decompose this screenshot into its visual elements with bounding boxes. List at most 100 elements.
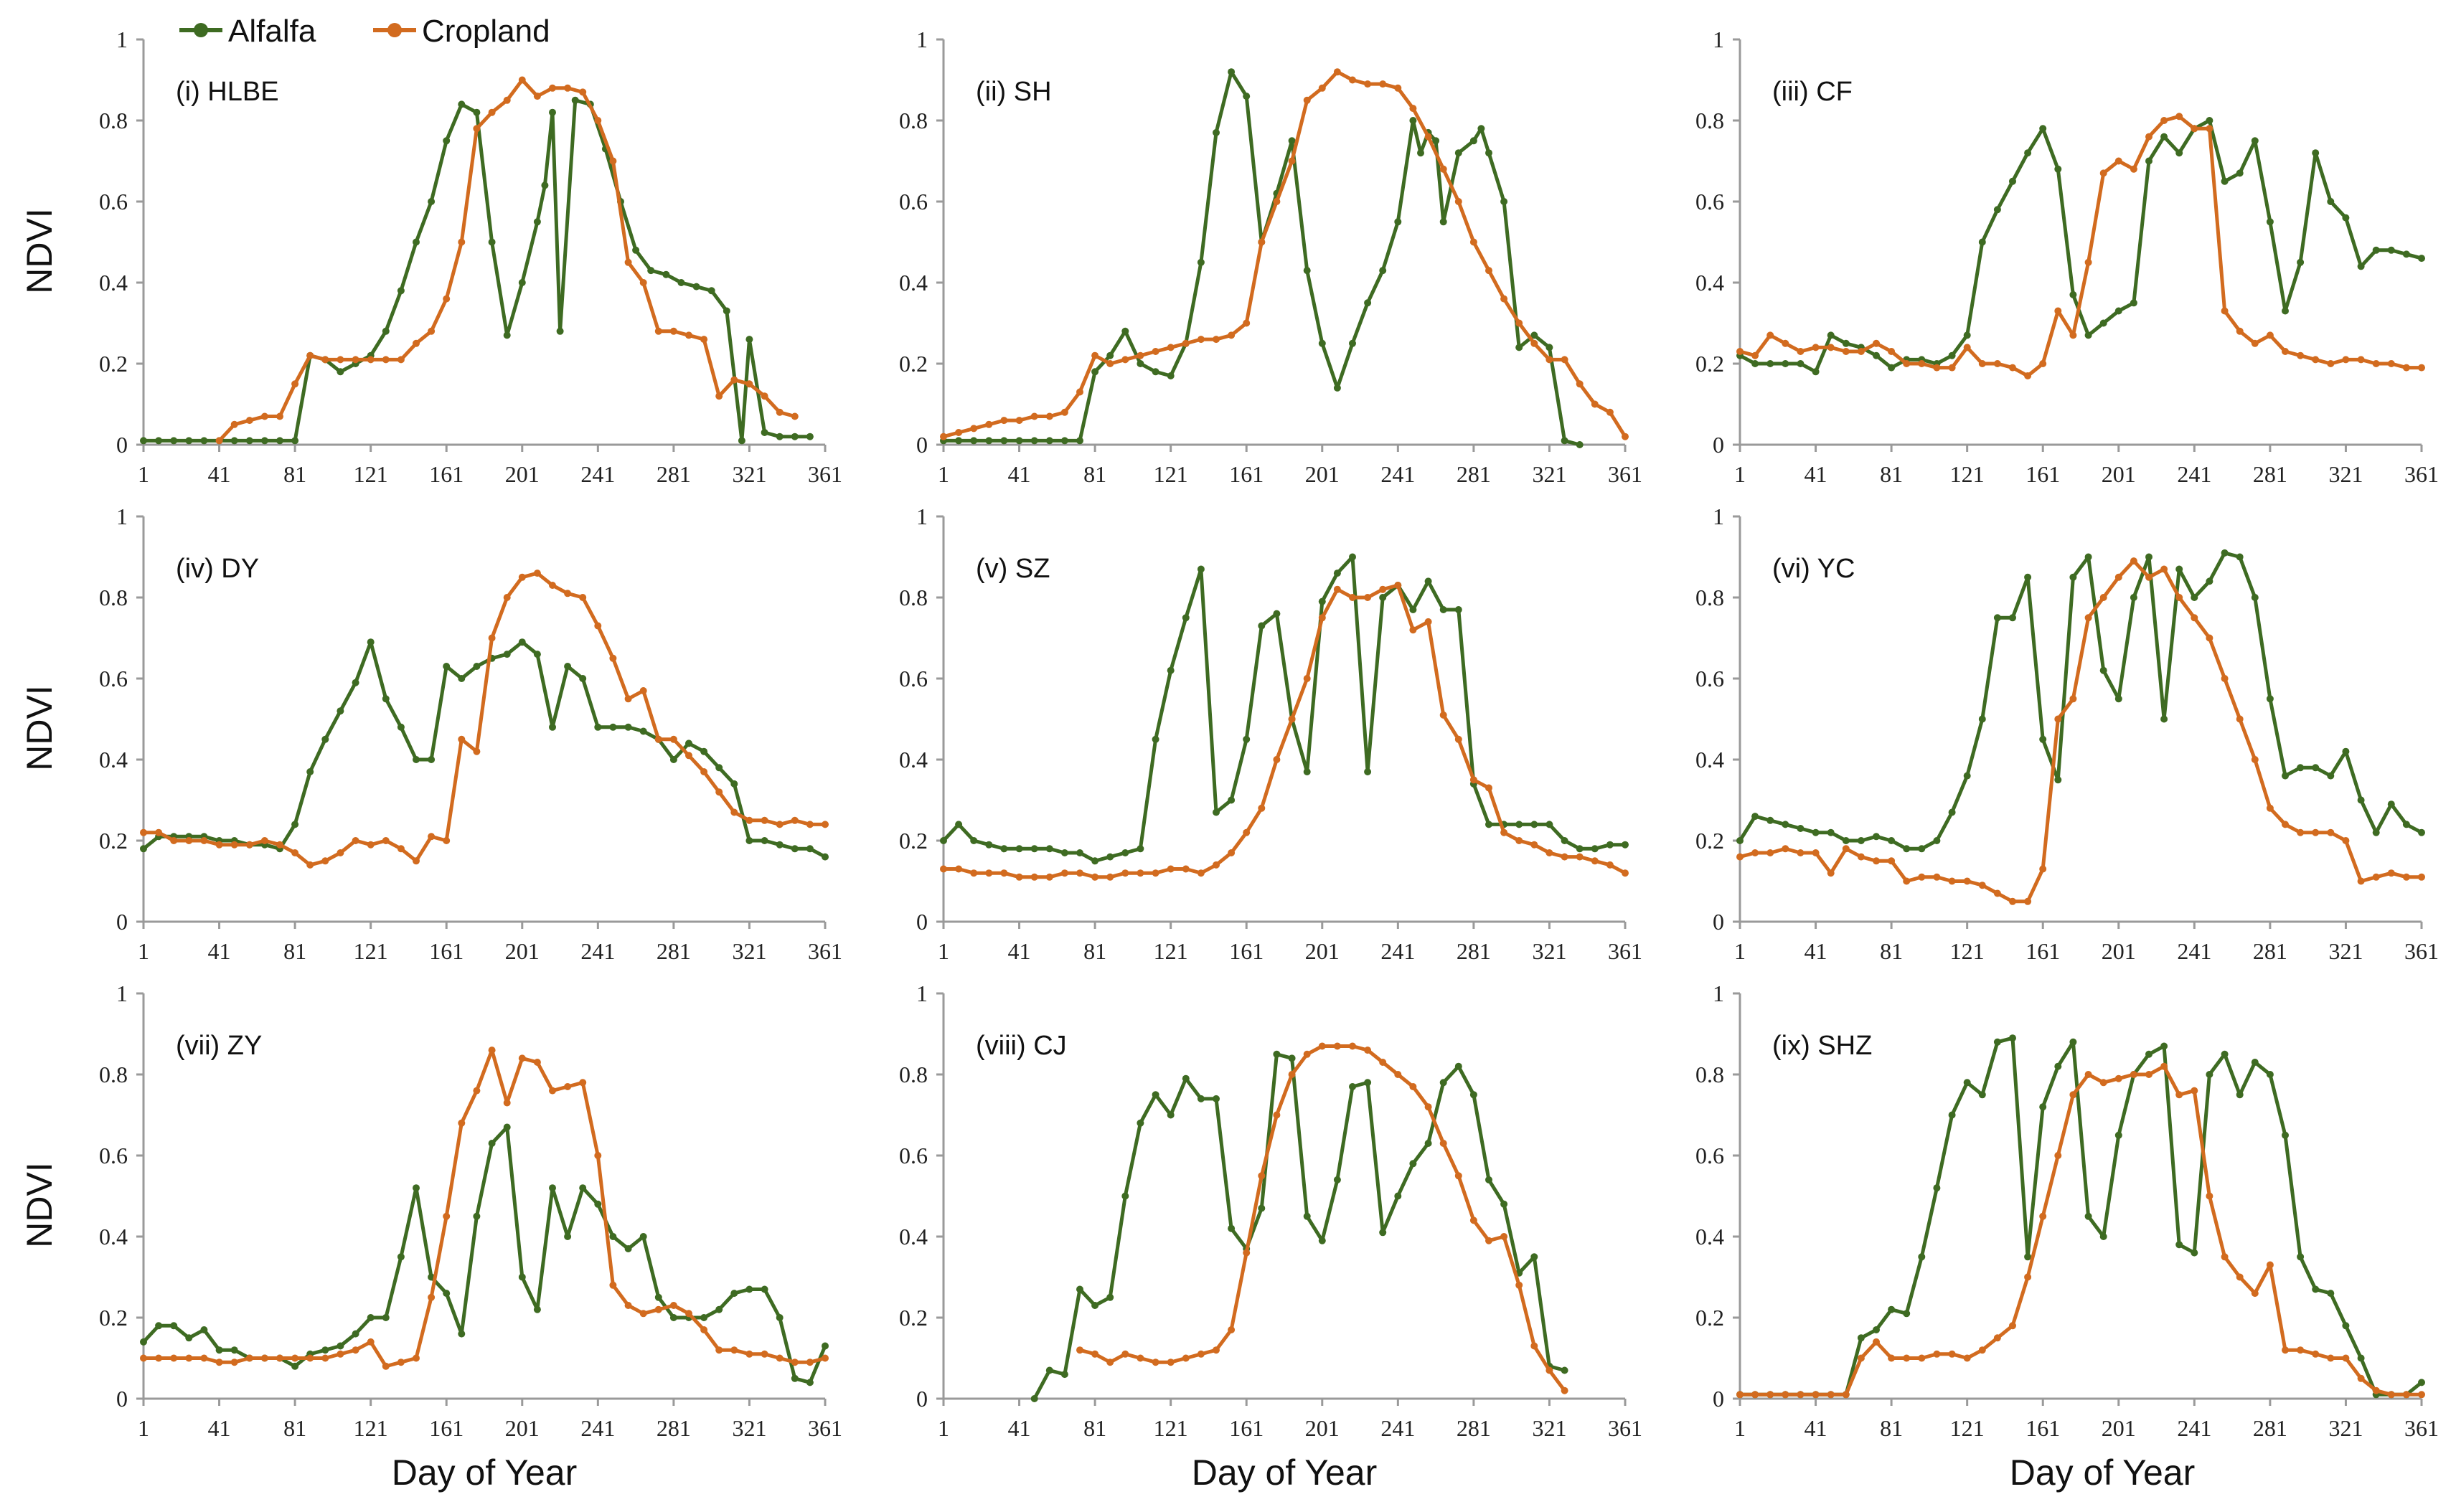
data-point-cropland <box>1782 845 1789 853</box>
data-point-cropland <box>291 849 299 856</box>
data-point-cropland <box>1993 889 2001 897</box>
data-point-cropland <box>955 865 963 873</box>
data-point-alfalfa <box>518 1273 526 1281</box>
data-point-cropland <box>1963 344 1971 351</box>
x-tick-label: 321 <box>732 1415 766 1441</box>
data-point-cropland <box>2099 594 2107 601</box>
x-tick-label: 41 <box>1805 461 1827 487</box>
data-point-alfalfa <box>276 437 283 445</box>
panel-title: (ii) SH <box>976 77 1052 107</box>
data-point-cropland <box>1349 594 1356 601</box>
data-point-cropland <box>1993 360 2001 367</box>
data-point-alfalfa <box>1394 1192 1402 1200</box>
data-point-cropland <box>1137 869 1144 877</box>
data-point-cropland <box>1258 804 1266 812</box>
data-point-alfalfa <box>806 1379 814 1386</box>
data-point-cropland <box>215 1359 223 1366</box>
data-point-cropland <box>1888 857 1896 865</box>
data-point-cropland <box>245 1354 253 1362</box>
data-point-alfalfa <box>1606 841 1614 849</box>
panel-9: 0 0.2 0.4 0.6 0.8 1 1 41 81 121 161 201 241 281 321 361… <box>1695 981 2439 1441</box>
panel-title: (vi) YC <box>1772 554 1855 584</box>
data-point-cropland <box>1182 1354 1190 1362</box>
series-line-alfalfa <box>141 1125 827 1384</box>
data-point-alfalfa <box>2009 1034 2016 1042</box>
data-point-cropland <box>140 828 147 836</box>
data-point-alfalfa <box>738 437 745 445</box>
data-point-alfalfa <box>1015 437 1023 445</box>
data-point-alfalfa <box>1545 344 1553 351</box>
data-point-alfalfa <box>2282 307 2289 315</box>
y-tick-label: 1 <box>916 981 928 1006</box>
data-point-cropland <box>215 437 223 445</box>
data-point-alfalfa <box>2282 772 2289 780</box>
data-point-alfalfa <box>1349 1083 1356 1090</box>
data-point-cropland <box>970 869 978 877</box>
data-point-cropland <box>1963 1354 1971 1362</box>
data-point-alfalfa <box>1888 1305 1896 1313</box>
data-point-alfalfa <box>1409 117 1417 124</box>
x-tick-label: 1 <box>138 1415 149 1441</box>
data-point-cropland <box>321 857 329 865</box>
data-point-cropland <box>1167 865 1175 873</box>
data-point-cropland <box>518 76 526 84</box>
data-point-cropland <box>291 1354 299 1362</box>
x-tick-label: 361 <box>1608 938 1642 964</box>
x-tick-label: 81 <box>1880 938 1903 964</box>
data-point-cropland <box>413 857 420 865</box>
data-point-alfalfa <box>985 841 993 849</box>
data-point-alfalfa <box>2357 796 2365 804</box>
data-point-cropland <box>458 1119 466 1127</box>
data-point-cropland <box>1933 364 1941 372</box>
data-point-alfalfa <box>1137 360 1144 367</box>
data-point-alfalfa <box>1766 816 1774 824</box>
data-point-alfalfa <box>1318 339 1326 347</box>
y-tick-label: 0 <box>1713 1386 1724 1412</box>
data-point-alfalfa <box>609 723 617 731</box>
panel-5: 0 0.2 0.4 0.6 0.8 1 1 41 81 121 161 201 241 281 321 361… <box>899 504 1642 964</box>
data-point-alfalfa <box>2418 255 2425 263</box>
x-tick-label: 281 <box>2253 1415 2287 1441</box>
x-tick-label: 41 <box>208 1415 231 1441</box>
y-tick-label: 0 <box>1713 432 1724 458</box>
data-point-cropland <box>1273 198 1281 205</box>
data-point-alfalfa <box>761 837 768 844</box>
data-point-alfalfa <box>2221 1050 2229 1058</box>
y-tick-label: 0.2 <box>99 351 128 377</box>
data-point-cropland <box>1394 1071 1402 1078</box>
data-point-alfalfa <box>2099 1233 2107 1240</box>
data-point-alfalfa <box>1213 128 1220 136</box>
data-point-cropland <box>458 238 466 246</box>
panel-1: 0 0.2 0.4 0.6 0.8 1 1 41 81 121 161 201 241 281 321 361… <box>99 27 842 487</box>
data-point-cropland <box>2024 897 2032 905</box>
data-point-cropland <box>337 1350 344 1358</box>
x-tick-label: 361 <box>2404 461 2439 487</box>
data-point-cropland <box>1409 105 1417 113</box>
data-point-cropland <box>2206 634 2213 642</box>
data-point-alfalfa <box>677 279 685 286</box>
data-point-cropland <box>1857 1354 1865 1362</box>
data-point-cropland <box>2418 873 2425 881</box>
data-point-alfalfa <box>185 1334 193 1342</box>
data-point-cropland <box>549 1087 556 1095</box>
y-tick-label: 0.4 <box>99 270 128 296</box>
panel-title: (vii) ZY <box>176 1031 262 1061</box>
data-point-alfalfa <box>321 1346 329 1354</box>
x-tick-label: 121 <box>354 938 388 964</box>
data-point-alfalfa <box>367 638 375 646</box>
x-tick-label: 321 <box>1532 938 1566 964</box>
data-point-cropland <box>306 861 314 869</box>
y-tick-label: 0 <box>916 909 928 935</box>
data-point-cropland <box>245 841 253 849</box>
x-axis-title-col-3: Day of Year <box>2010 1452 2196 1493</box>
x-tick-label: 41 <box>1008 1415 1031 1441</box>
data-point-alfalfa <box>2054 1062 2062 1070</box>
data-point-alfalfa <box>1424 1140 1432 1147</box>
data-point-alfalfa <box>140 845 147 853</box>
data-point-cropland <box>245 417 253 425</box>
data-point-cropland <box>1948 877 1956 885</box>
data-point-alfalfa <box>1751 360 1759 367</box>
data-point-alfalfa <box>1243 735 1251 743</box>
x-tick-label: 121 <box>354 461 388 487</box>
data-point-cropland <box>1606 861 1614 869</box>
